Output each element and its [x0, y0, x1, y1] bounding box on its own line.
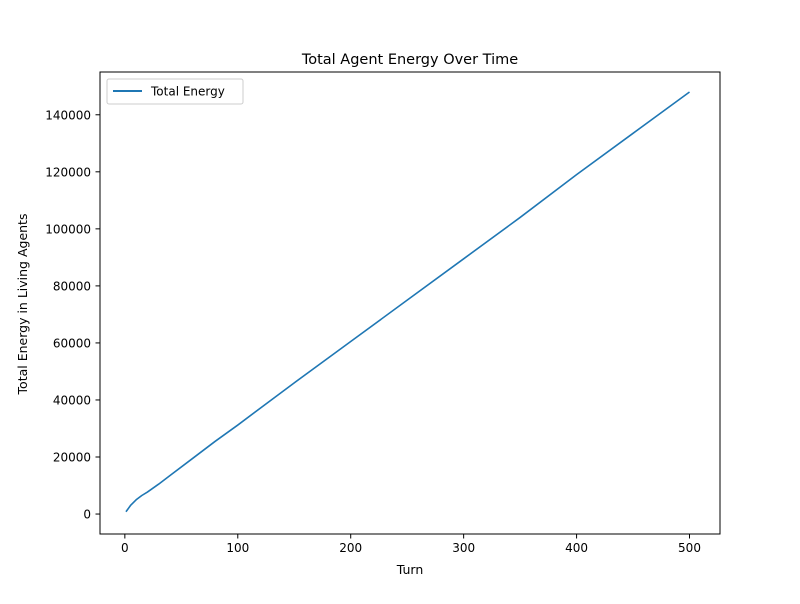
y-tick-label: 40000	[53, 393, 91, 407]
legend-box	[106, 78, 244, 105]
axis-ticks: 0 100 200 300 400 500 0 20000 40000 60000 80000 100…	[45, 108, 701, 555]
y-tick-label: 20000	[53, 451, 91, 465]
plot-series	[125, 91, 690, 513]
legend-label: Total Energy	[150, 85, 225, 99]
y-tick-label: 60000	[53, 336, 91, 350]
y-tick-label: 140000	[45, 108, 91, 122]
series-line-total-energy	[125, 91, 690, 513]
x-tick-label: 500	[678, 541, 701, 555]
y-tick-label: 0	[83, 508, 91, 522]
x-tick-label: 300	[452, 541, 475, 555]
x-tick-label: 0	[121, 541, 129, 555]
y-tick-label: 80000	[53, 279, 91, 293]
legend: Total Energy	[106, 78, 244, 105]
plot-frame	[99, 71, 721, 535]
chart-title: Total Agent Energy Over Time	[301, 52, 518, 68]
x-tick-label: 400	[565, 541, 588, 555]
x-tick-label: 100	[226, 541, 249, 555]
y-tick-label: 120000	[45, 165, 91, 179]
y-axis-label: Total Energy in Living Agents	[15, 214, 30, 396]
y-tick-label: 100000	[45, 222, 91, 236]
x-axis-label: Turn	[396, 562, 424, 577]
x-tick-label: 200	[339, 541, 362, 555]
